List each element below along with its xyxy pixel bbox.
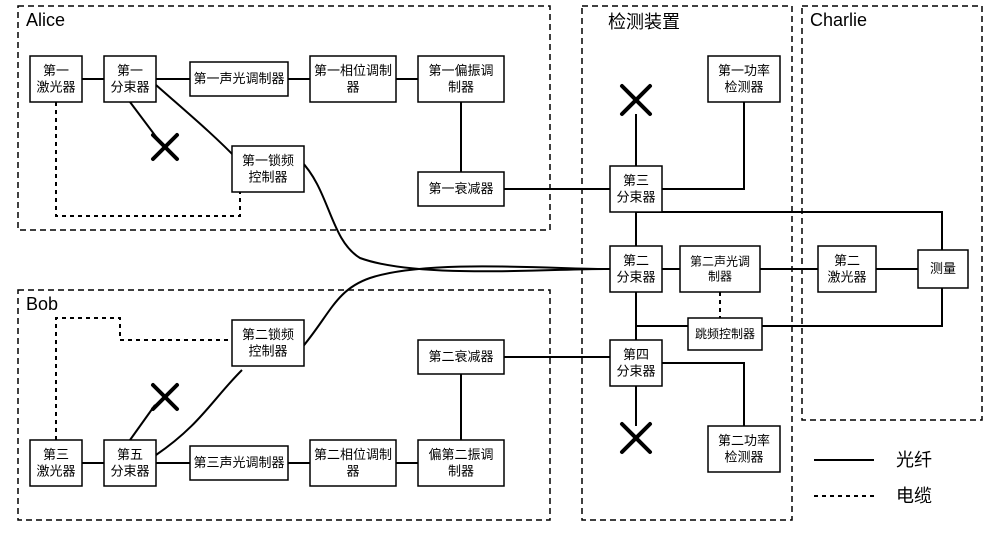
node-label-d_pwr1: 第一功率检测器 [718,63,770,94]
x-mark-3 [622,424,650,452]
edge-26 [56,102,240,216]
x-mark-2 [622,86,650,114]
node-label-d_hop: 跳频控制器 [695,327,755,341]
diagram-canvas: AliceBob检测装置Charlie第一激光器第一分束器第一声光调制器第一相位… [0,0,1000,541]
edge-12 [662,102,744,189]
legend-fiber-label: 光纤 [896,450,932,470]
x-mark-1 [153,385,177,409]
edge-23 [636,288,942,326]
edge-14 [662,363,744,426]
region-label-alice: Alice [26,10,65,30]
region-label-det: 检测装置 [608,12,680,32]
node-label-a_att1: 第一衰减器 [428,181,493,196]
x-mark-0 [153,135,177,159]
node-label-c_meas: 测量 [930,261,956,276]
node-label-b_att2: 第二衰减器 [428,349,493,364]
node-label-b_aom3: 第三声光调制器 [193,455,284,470]
node-label-a_aom1: 第一声光调制器 [193,71,284,86]
edge-27 [56,318,246,440]
node-label-a_lock1: 第一锁频控制器 [242,153,294,184]
region-label-charlie: Charlie [810,10,867,30]
curve-1 [156,370,242,455]
region-label-bob: Bob [26,294,58,314]
edge-25 [130,405,155,440]
legend-cable-label: 电缆 [896,486,932,506]
node-label-b_lock2: 第二锁频控制器 [242,327,294,358]
node-label-d_pwr2: 第二功率检测器 [718,433,770,464]
edge-22 [636,212,942,250]
curve-3 [300,266,610,350]
